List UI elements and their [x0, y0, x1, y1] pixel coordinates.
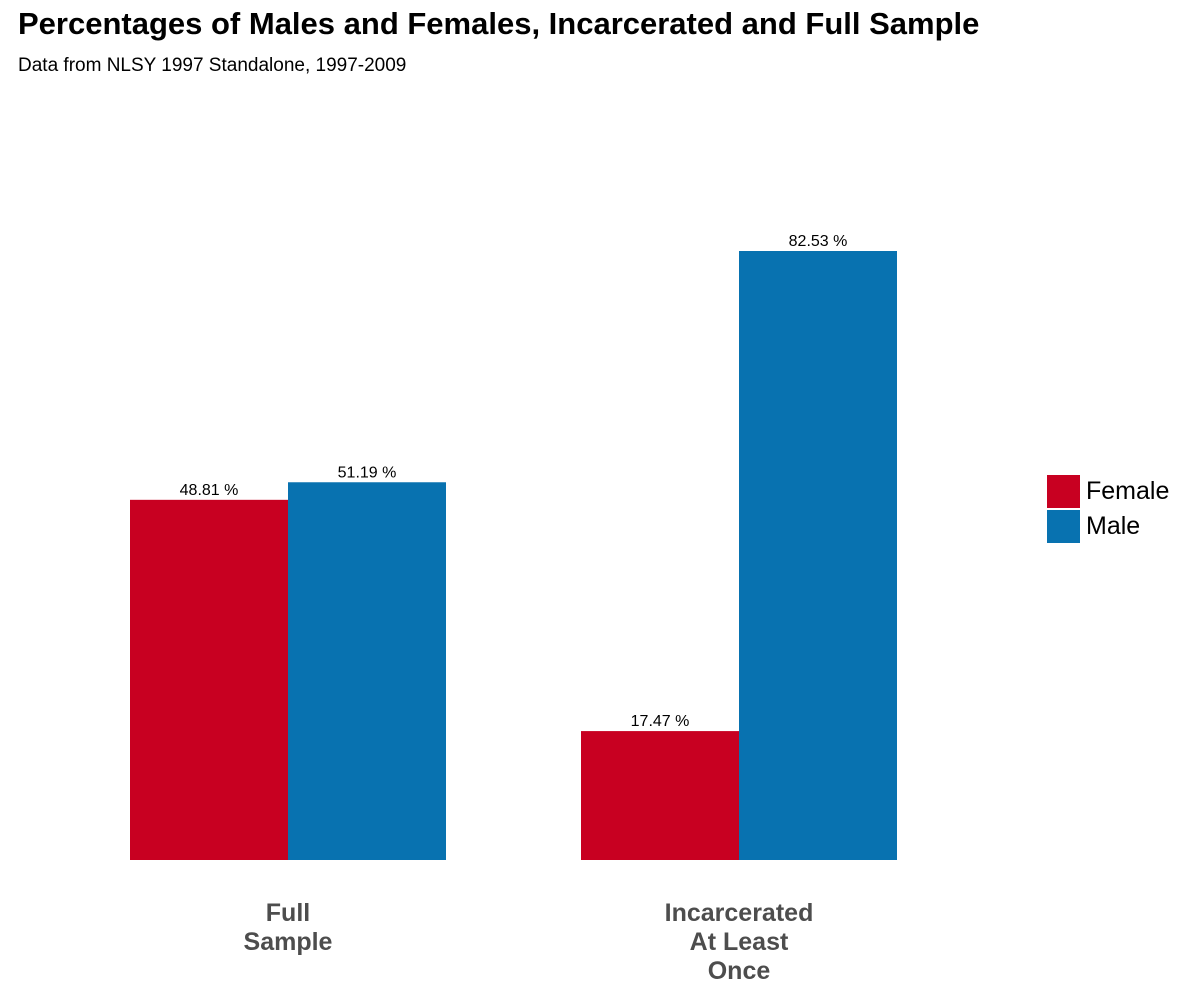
legend-label-male: Male — [1086, 512, 1141, 540]
bar-female-1 — [581, 731, 739, 860]
legend-swatch-male — [1047, 510, 1080, 543]
legend-item-female: Female — [1047, 474, 1169, 509]
data-label-female-0: 48.81 % — [180, 482, 239, 499]
legend-swatch-female — [1047, 475, 1080, 508]
data-label-male-1: 82.53 % — [789, 233, 848, 250]
bar-male-1 — [739, 251, 897, 860]
category-label-1: Incarcerated At Least Once — [665, 899, 814, 985]
bar-female-0 — [130, 499, 288, 860]
category-label-0: Full Sample — [244, 899, 333, 956]
legend-label-female: Female — [1086, 477, 1170, 505]
chart-subtitle: Data from NLSY 1997 Standalone, 1997-200… — [18, 55, 407, 76]
legend: Female Male — [1047, 474, 1169, 544]
bar-male-0 — [288, 482, 446, 860]
chart-title: Percentages of Males and Females, Incarc… — [18, 6, 980, 41]
data-label-male-0: 51.19 % — [338, 464, 397, 481]
data-label-female-1: 17.47 % — [631, 713, 690, 730]
legend-item-male: Male — [1047, 509, 1169, 544]
